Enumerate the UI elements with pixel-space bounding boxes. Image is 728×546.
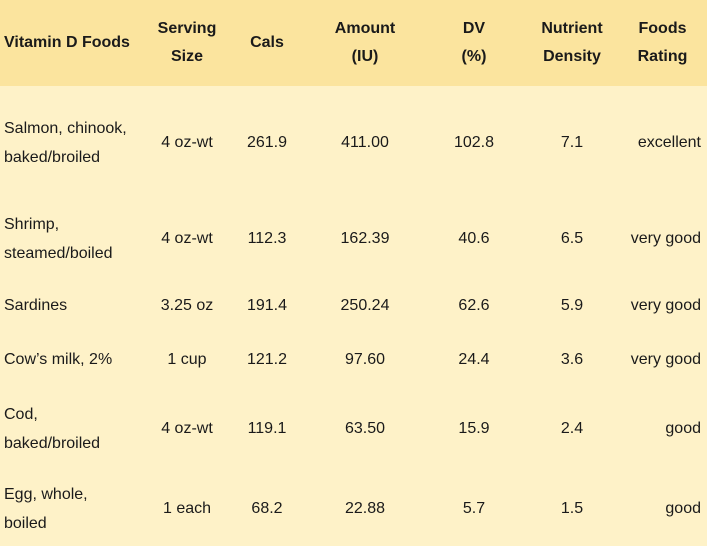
- daily-value: 62.6: [422, 278, 526, 333]
- calories: 121.2: [226, 333, 308, 386]
- header-cals: Cals: [226, 0, 308, 86]
- food-name: Cod, baked/broiled: [0, 386, 148, 471]
- daily-value: 15.9: [422, 386, 526, 471]
- nutrient-density: 6.5: [526, 199, 618, 278]
- table-row: Cow’s milk, 2% 1 cup 121.2 97.60 24.4 3.…: [0, 333, 707, 386]
- food-name: Salmon, chinook, baked/broiled: [0, 86, 148, 199]
- header-row: Vitamin D Foods Serving Size Cals Amount(…: [0, 0, 707, 86]
- header-dv: DV (%): [422, 0, 526, 86]
- table-row: Sardines 3.25 oz 191.4 250.24 62.6 5.9 v…: [0, 278, 707, 333]
- serving-size: 1 cup: [148, 333, 226, 386]
- food-name: Egg, whole, boiled: [0, 471, 148, 546]
- table-row: Cod, baked/broiled 4 oz-wt 119.1 63.50 15…: [0, 386, 707, 471]
- calories: 112.3: [226, 199, 308, 278]
- foods-rating: good: [618, 471, 707, 546]
- daily-value: 102.8: [422, 86, 526, 199]
- header-nutrient-density: Nutrient Density: [526, 0, 618, 86]
- food-name: Shrimp, steamed/boiled: [0, 199, 148, 278]
- food-name: Sardines: [0, 278, 148, 333]
- nutrient-density: 2.4: [526, 386, 618, 471]
- calories: 261.9: [226, 86, 308, 199]
- food-name: Cow’s milk, 2%: [0, 333, 148, 386]
- foods-rating: good: [618, 386, 707, 471]
- amount-iu: 63.50: [308, 386, 422, 471]
- amount-iu: 250.24: [308, 278, 422, 333]
- calories: 68.2: [226, 471, 308, 546]
- table-row: Shrimp, steamed/boiled 4 oz-wt 112.3 162.…: [0, 199, 707, 278]
- serving-size: 4 oz-wt: [148, 86, 226, 199]
- daily-value: 24.4: [422, 333, 526, 386]
- daily-value: 40.6: [422, 199, 526, 278]
- header-serving-size: Serving Size: [148, 0, 226, 86]
- table-row: Salmon, chinook, baked/broiled 4 oz-wt 26…: [0, 86, 707, 199]
- amount-iu: 22.88: [308, 471, 422, 546]
- nutrient-density: 1.5: [526, 471, 618, 546]
- amount-iu: 97.60: [308, 333, 422, 386]
- serving-size: 1 each: [148, 471, 226, 546]
- serving-size: 4 oz-wt: [148, 386, 226, 471]
- foods-rating: very good: [618, 333, 707, 386]
- header-vitamin-d-foods: Vitamin D Foods: [0, 0, 148, 86]
- table-row: Egg, whole, boiled 1 each 68.2 22.88 5.7 …: [0, 471, 707, 546]
- foods-rating: very good: [618, 199, 707, 278]
- foods-rating: very good: [618, 278, 707, 333]
- serving-size: 4 oz-wt: [148, 199, 226, 278]
- calories: 191.4: [226, 278, 308, 333]
- vitamin-d-foods-table: Vitamin D Foods Serving Size Cals Amount(…: [0, 0, 707, 546]
- header-foods-rating: Foods Rating: [618, 0, 707, 86]
- foods-rating: excellent: [618, 86, 707, 199]
- amount-iu: 411.00: [308, 86, 422, 199]
- nutrient-density: 3.6: [526, 333, 618, 386]
- nutrient-density: 5.9: [526, 278, 618, 333]
- serving-size: 3.25 oz: [148, 278, 226, 333]
- daily-value: 5.7: [422, 471, 526, 546]
- header-amount: Amount (IU): [308, 0, 422, 86]
- nutrient-density: 7.1: [526, 86, 618, 199]
- amount-iu: 162.39: [308, 199, 422, 278]
- calories: 119.1: [226, 386, 308, 471]
